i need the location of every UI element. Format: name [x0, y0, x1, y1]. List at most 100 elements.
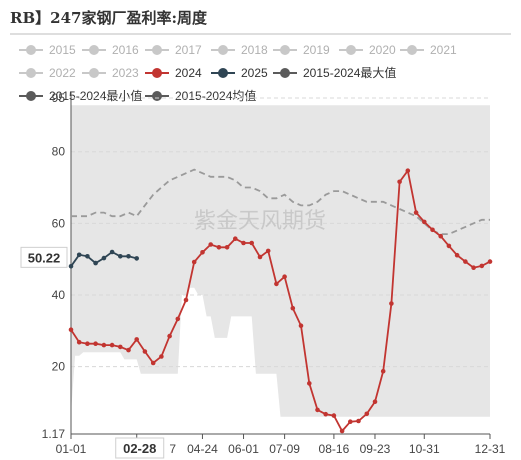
legend-item-2020[interactable]: 2020 [339, 43, 396, 57]
legend-label: 2017 [175, 43, 202, 57]
data-point-2024 [68, 327, 74, 333]
data-point-2024 [463, 259, 468, 264]
data-point-2024 [191, 259, 197, 265]
x-tick-label: 10-31 [409, 442, 440, 456]
data-point-2024 [76, 339, 82, 345]
data-point-2025 [109, 249, 115, 255]
data-point-2024 [85, 341, 90, 347]
legend-item-2015[interactable]: 2015 [19, 43, 76, 57]
data-point-2024 [249, 240, 254, 246]
data-point-2024 [479, 263, 485, 269]
data-point-2025 [93, 260, 98, 266]
data-point-2024 [430, 227, 435, 233]
data-point-2024 [224, 245, 230, 250]
data-point-2024 [372, 399, 378, 405]
legend-item-2015-2024[interactable]: 2015-2024最大值 [273, 65, 396, 80]
x-readout-label: 02-28 [115, 437, 165, 459]
y-tick-label: 95 [52, 91, 66, 105]
x-readout-value: 02-28 [123, 441, 156, 456]
legend-marker-icon [280, 45, 290, 55]
data-point-2025 [134, 256, 139, 261]
data-point-2024 [307, 381, 312, 386]
data-point-2024 [397, 179, 402, 185]
legend-label: 2015-2024最小值 [49, 88, 142, 103]
legend-item-2022[interactable]: 2022 [19, 66, 76, 80]
data-point-2024 [134, 337, 139, 342]
data-point-2024 [438, 233, 444, 239]
data-point-2025 [101, 255, 107, 261]
data-point-2024 [241, 240, 246, 246]
x-tick-label: 12-31 [475, 442, 506, 456]
data-point-2024 [471, 265, 476, 271]
data-point-2024 [175, 316, 181, 322]
legend-marker-icon [26, 68, 36, 78]
data-point-2024 [274, 281, 279, 287]
data-point-2024 [339, 428, 345, 434]
legend-label: 2024 [175, 66, 202, 80]
data-point-2025 [118, 253, 123, 259]
legend-marker-icon [346, 45, 356, 55]
legend-item-2025[interactable]: 2025 [211, 66, 268, 80]
data-point-2024 [183, 297, 189, 303]
legend-item-2023[interactable]: 2023 [82, 66, 139, 80]
series-line-2024 [70, 168, 491, 433]
x-tick-label: 01-01 [56, 442, 87, 456]
series-2024 [68, 168, 493, 434]
x-tick-label: 09-23 [360, 442, 391, 456]
data-point-2024 [422, 219, 427, 225]
data-point-2024 [315, 407, 320, 413]
data-point-2024 [389, 301, 394, 306]
series-line-2015-2024-avg [71, 168, 490, 236]
data-point-2024 [257, 254, 263, 260]
x-tick-label: 04-24 [187, 442, 218, 456]
x-tick-label: 08-16 [319, 442, 350, 456]
legend-item-2016[interactable]: 2016 [82, 43, 139, 57]
legend-marker-icon [218, 68, 228, 78]
series-lines [68, 168, 493, 434]
legend-label: 2015-2024均值 [175, 88, 256, 103]
legend-marker-icon [218, 45, 228, 55]
legend-item-2017[interactable]: 2017 [145, 43, 202, 57]
y-tick-label: 80 [52, 145, 66, 159]
data-point-2024 [208, 242, 213, 247]
data-point-2024 [323, 411, 329, 417]
data-point-2024 [159, 354, 164, 359]
y-tick-label: 1.17 [42, 427, 66, 441]
legend-marker-icon [152, 68, 162, 78]
data-point-2025 [85, 253, 90, 259]
y-tick-label: 60 [52, 216, 66, 230]
max-min-band [71, 105, 490, 417]
watermark-text: 紫金天风期货 [194, 208, 326, 233]
legend-item-2018[interactable]: 2018 [211, 43, 268, 57]
series-2025 [68, 249, 139, 269]
y-tick-label: 40 [52, 288, 66, 302]
legend-marker-icon [152, 45, 162, 55]
chart-title: RB】247家钢厂盈利率:周度 [10, 9, 208, 27]
legend-item-2015-2024[interactable]: 2015-2024均值 [145, 88, 256, 103]
legend-marker-icon [89, 68, 99, 78]
data-point-2024 [101, 342, 107, 348]
legend-label: 2019 [303, 43, 330, 57]
legend-label: 2023 [112, 66, 139, 80]
data-point-2024 [118, 344, 123, 350]
data-point-2024 [290, 305, 296, 311]
legend-marker-icon [152, 91, 162, 101]
legend-label: 2018 [241, 43, 268, 57]
legend-marker-icon [26, 91, 36, 101]
data-point-2024 [200, 250, 205, 255]
data-point-2024 [331, 413, 337, 418]
data-point-2024 [282, 274, 287, 280]
data-point-2025 [68, 264, 74, 269]
legend-item-2015-2024[interactable]: 2015-2024最小值 [19, 88, 142, 103]
legend-label: 2015-2024最大值 [303, 65, 396, 80]
data-point-2024 [142, 349, 148, 354]
data-point-2024 [109, 342, 115, 348]
x-tick-label-fragment: 7 [169, 442, 176, 456]
data-point-2024 [167, 333, 172, 339]
legend-item-2024[interactable]: 2024 [145, 66, 202, 80]
legend-item-2019[interactable]: 2019 [273, 43, 330, 57]
data-point-2024 [487, 259, 493, 264]
legend-item-2021[interactable]: 2021 [400, 43, 457, 57]
legend-label: 2022 [49, 66, 76, 80]
